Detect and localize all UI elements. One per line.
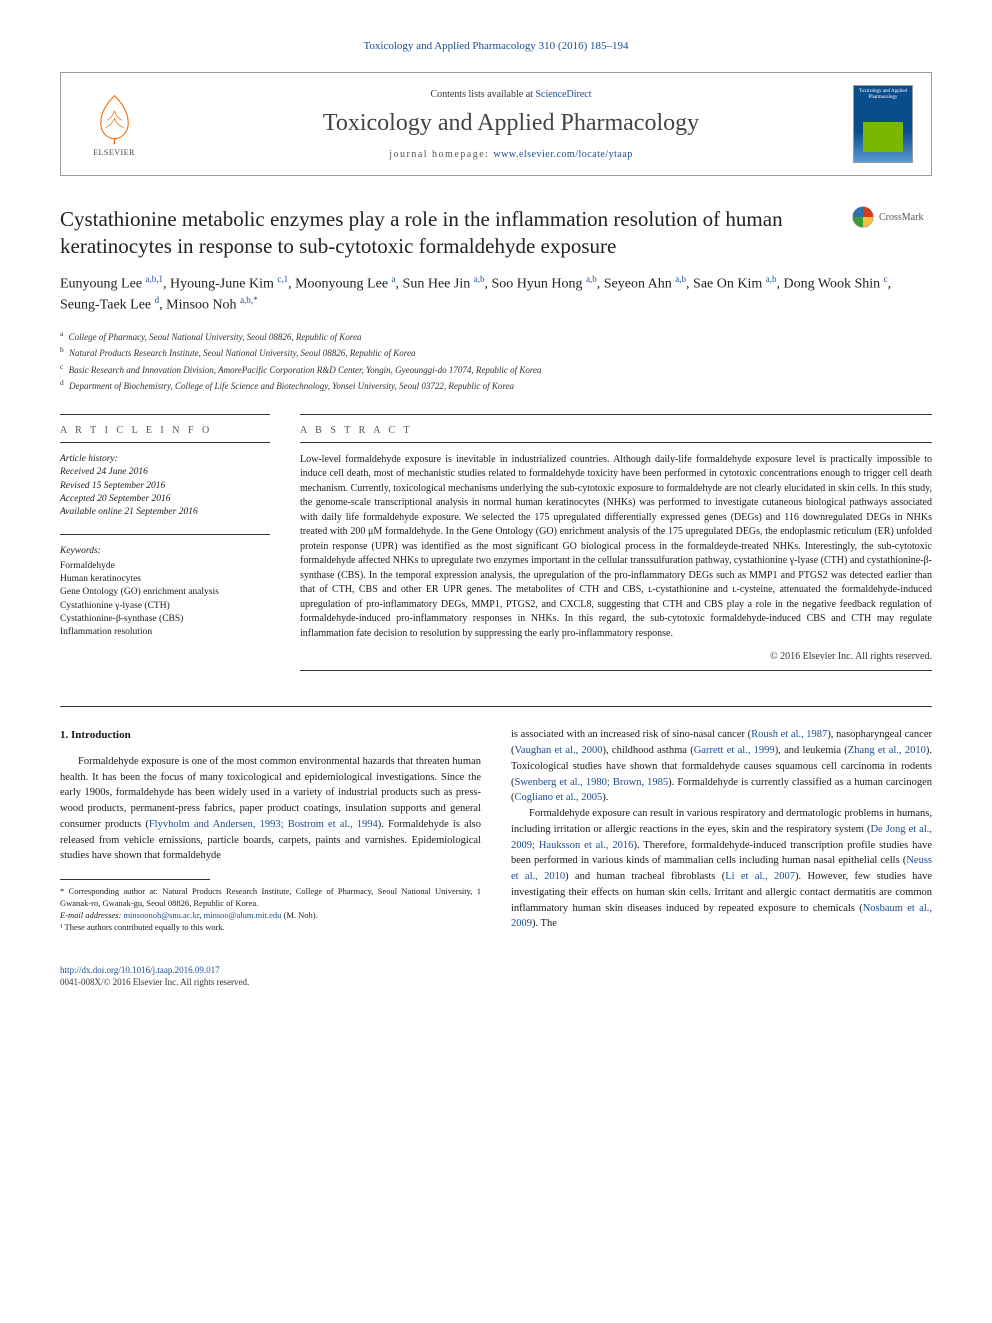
abstract-copyright: © 2016 Elsevier Inc. All rights reserved…	[300, 651, 932, 662]
journal-reference-link[interactable]: Toxicology and Applied Pharmacology 310 …	[60, 40, 932, 52]
journal-cover-thumbnail[interactable]: Toxicology and Applied Pharmacology	[853, 85, 913, 163]
crossmark-icon	[852, 206, 874, 228]
intro-heading: 1. Introduction	[60, 727, 481, 744]
journal-reference-anchor[interactable]: Toxicology and Applied Pharmacology 310 …	[363, 40, 628, 52]
affiliation-line: c Basic Research and Innovation Division…	[60, 361, 932, 378]
divider	[60, 534, 270, 535]
authors-list: Eunyoung Lee a,b,1, Hyoung-June Kim c,1,…	[60, 273, 932, 316]
article-title: Cystathionine metabolic enzymes play a r…	[60, 206, 852, 261]
crossmark-label: CrossMark	[879, 212, 923, 223]
keyword: Cystathionine γ-lyase (CTH)	[60, 601, 170, 611]
body-paragraph: Formaldehyde exposure can result in vari…	[511, 806, 932, 932]
keyword: Formaldehyde	[60, 561, 115, 571]
homepage-label: journal homepage:	[389, 149, 493, 160]
keywords-block: Keywords: Formaldehyde Human keratinocyt…	[60, 545, 270, 639]
keywords-label: Keywords:	[60, 545, 270, 558]
body-columns: 1. Introduction Formaldehyde exposure is…	[60, 727, 932, 933]
citation-link[interactable]: Zhang et al., 2010	[848, 745, 926, 756]
keyword: Human keratinocytes	[60, 574, 141, 584]
abstract-column: A B S T R A C T Low-level formaldehyde e…	[300, 414, 932, 682]
cover-title: Toxicology and Applied Pharmacology	[857, 89, 909, 100]
elsevier-logo[interactable]: ELSEVIER	[79, 87, 149, 162]
elsevier-tree-icon	[87, 91, 142, 146]
body-paragraph: Formaldehyde exposure is one of the most…	[60, 754, 481, 864]
history-line: Revised 15 September 2016	[60, 481, 165, 491]
journal-name: Toxicology and Applied Pharmacology	[169, 110, 853, 137]
affiliations: a College of Pharmacy, Seoul National Un…	[60, 328, 932, 394]
issn-copyright: 0041-008X/© 2016 Elsevier Inc. All right…	[60, 977, 249, 987]
email-label: E-mail addresses:	[60, 910, 123, 920]
abstract-text: Low-level formaldehyde exposure is inevi…	[300, 453, 932, 642]
elsevier-text: ELSEVIER	[93, 148, 135, 157]
section-divider	[60, 706, 932, 707]
citation-link[interactable]: Vaughan et al., 2000	[515, 745, 603, 756]
footnotes: * Corresponding author at: Natural Produ…	[60, 886, 481, 934]
citation-link[interactable]: Li et al., 2007	[725, 871, 795, 882]
citation-link[interactable]: Cogliano et al., 2005	[515, 792, 603, 803]
divider	[300, 670, 932, 671]
article-info-heading: A R T I C L E I N F O	[60, 425, 270, 436]
citation-link[interactable]: Swenberg et al., 1980; Brown, 1985	[515, 777, 669, 788]
homepage-line: journal homepage: www.elsevier.com/locat…	[169, 149, 853, 160]
citation-link[interactable]: Flyvholm and Andersen, 1993; Bostrom et …	[149, 819, 378, 830]
footnote-divider	[60, 879, 210, 880]
title-row: Cystathionine metabolic enzymes play a r…	[60, 206, 932, 261]
keyword: Inflammation resolution	[60, 627, 152, 637]
affiliation-line: b Natural Products Research Institute, S…	[60, 344, 932, 361]
article-history: Article history: Received 24 June 2016 R…	[60, 453, 270, 519]
contents-prefix: Contents lists available at	[430, 89, 535, 100]
sciencedirect-link[interactable]: ScienceDirect	[535, 89, 591, 100]
email-link[interactable]: minsoonoh@snu.ac.kr	[123, 910, 199, 920]
header-center: Contents lists available at ScienceDirec…	[169, 89, 853, 160]
history-line: Received 24 June 2016	[60, 467, 148, 477]
journal-header: ELSEVIER Contents lists available at Sci…	[60, 72, 932, 176]
history-line: Available online 21 September 2016	[60, 507, 198, 517]
info-abstract-row: A R T I C L E I N F O Article history: R…	[60, 414, 932, 682]
keyword: Gene Ontology (GO) enrichment analysis	[60, 587, 219, 597]
history-line: Accepted 20 September 2016	[60, 494, 171, 504]
article-info-column: A R T I C L E I N F O Article history: R…	[60, 414, 270, 682]
divider	[60, 442, 270, 443]
divider	[300, 442, 932, 443]
body-paragraph: is associated with an increased risk of …	[511, 727, 932, 806]
email-link[interactable]: minsoo@alum.mit.edu	[204, 910, 282, 920]
affiliation-line: a College of Pharmacy, Seoul National Un…	[60, 328, 932, 345]
corresponding-author-note: * Corresponding author at: Natural Produ…	[60, 886, 481, 910]
history-label: Article history:	[60, 454, 118, 464]
email-line: E-mail addresses: minsoonoh@snu.ac.kr, m…	[60, 910, 481, 922]
equal-contribution-note: ¹ These authors contributed equally to t…	[60, 922, 481, 934]
divider	[60, 414, 270, 415]
crossmark-badge[interactable]: CrossMark	[852, 206, 932, 228]
keyword: Cystathionine-β-synthase (CBS)	[60, 614, 183, 624]
contents-available-line: Contents lists available at ScienceDirec…	[169, 89, 853, 100]
body-column-right: is associated with an increased risk of …	[511, 727, 932, 933]
abstract-heading: A B S T R A C T	[300, 425, 932, 436]
divider	[300, 414, 932, 415]
page-footer: http://dx.doi.org/10.1016/j.taap.2016.09…	[60, 964, 932, 989]
body-column-left: 1. Introduction Formaldehyde exposure is…	[60, 727, 481, 933]
homepage-url[interactable]: www.elsevier.com/locate/ytaap	[493, 149, 632, 160]
affiliation-line: d Department of Biochemistry, College of…	[60, 377, 932, 394]
citation-link[interactable]: Garrett et al., 1999	[694, 745, 775, 756]
cover-image-icon	[863, 122, 903, 152]
doi-link[interactable]: http://dx.doi.org/10.1016/j.taap.2016.09…	[60, 965, 220, 975]
citation-link[interactable]: Roush et al., 1987	[751, 729, 827, 740]
